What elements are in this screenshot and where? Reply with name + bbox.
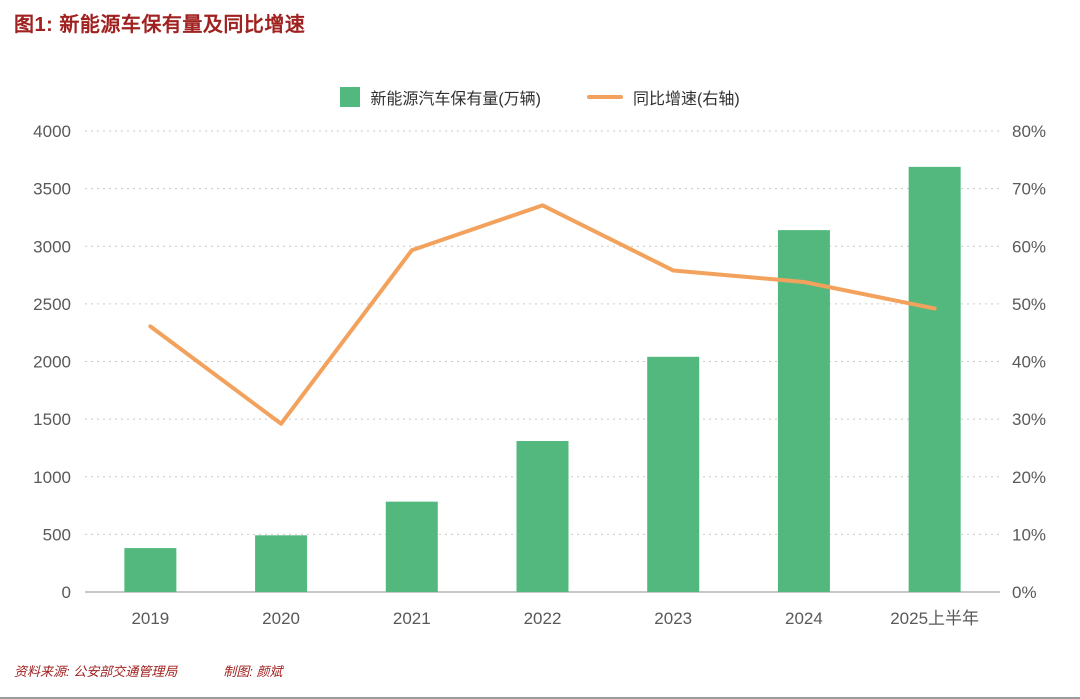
legend-item-line-series: 同比增速(右轴) <box>587 85 740 109</box>
bottom-divider <box>0 697 1080 699</box>
x-axis-label-4: 2023 <box>654 609 692 628</box>
right-axis-tick-label: 80% <box>1012 122 1046 141</box>
x-axis-label-1: 2020 <box>262 609 300 628</box>
bar-2022 <box>516 441 569 592</box>
x-axis-label-3: 2022 <box>524 609 562 628</box>
right-axis-tick-label: 60% <box>1012 237 1046 256</box>
left-axis-tick-label: 3500 <box>33 180 71 199</box>
x-axis-label-5: 2024 <box>785 609 823 628</box>
growth-line <box>148 203 937 426</box>
chart-title: 图1: 新能源车保有量及同比增速 <box>14 14 306 36</box>
left-axis-tick-label: 4000 <box>33 122 71 141</box>
right-axis-tick-label: 0% <box>1012 583 1037 602</box>
right-axis-tick-label: 70% <box>1012 180 1046 199</box>
left-axis-tick-label: 3000 <box>33 237 71 256</box>
bar-2021 <box>385 501 438 592</box>
line-series-label: 同比增速(右轴) <box>633 91 740 108</box>
bar-2025上半年 <box>908 166 961 592</box>
bar-2024 <box>777 230 830 593</box>
right-axis-tick-label: 20% <box>1012 468 1046 487</box>
right-axis-tick-label: 40% <box>1012 353 1046 372</box>
chart-legend: 新能源汽车保有量(万辆) 同比增速(右轴) <box>0 85 1080 109</box>
bar-2019 <box>124 548 177 592</box>
x-axis-label-2: 2021 <box>393 609 431 628</box>
bar-2020 <box>255 535 308 592</box>
line-series-swatch <box>587 95 623 99</box>
right-axis-tick-label: 10% <box>1012 525 1046 544</box>
x-axis-label-6: 2025上半年 <box>890 609 979 628</box>
left-axis-tick-label: 0 <box>62 583 71 602</box>
bar-2023 <box>647 356 700 592</box>
right-axis-tick-label: 30% <box>1012 410 1046 429</box>
chart-footer: 资料来源: 公安部交通管理局 制图: 颜斌 <box>14 661 282 680</box>
right-axis-tick-label: 50% <box>1012 295 1046 314</box>
left-axis-tick-label: 2500 <box>33 295 71 314</box>
left-axis-tick-label: 1000 <box>33 468 71 487</box>
chart-credit-text: 制图: 颜斌 <box>223 664 283 679</box>
data-source-text: 资料来源: 公安部交通管理局 <box>14 664 178 679</box>
x-axis-label-0: 2019 <box>131 609 169 628</box>
left-axis-tick-label: 500 <box>43 525 71 544</box>
bar-series-label: 新能源汽车保有量(万辆) <box>370 91 541 108</box>
left-axis-tick-label: 2000 <box>33 353 71 372</box>
legend-item-bar-series: 新能源汽车保有量(万辆) <box>340 85 541 109</box>
left-axis-tick-label: 1500 <box>33 410 71 429</box>
bar-series-swatch <box>340 87 361 107</box>
